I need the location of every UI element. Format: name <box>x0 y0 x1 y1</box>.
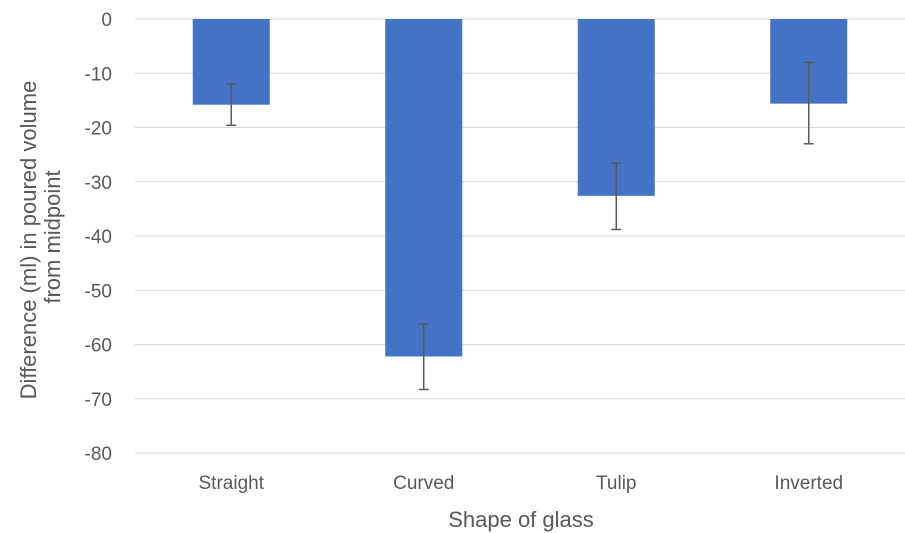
y-tick-label: -80 <box>85 444 112 465</box>
y-tick-label: 0 <box>101 10 112 31</box>
x-tick-label: Straight <box>199 473 265 494</box>
x-axis-title: Shape of glass <box>448 507 594 532</box>
error-bar-curved <box>418 323 429 391</box>
y-axis-ticks: 0 -10 -20 -30 -40 -50 -60 -70 -80 <box>85 10 112 465</box>
x-tick-label: Inverted <box>774 473 843 494</box>
error-bar-straight <box>226 83 237 127</box>
bars <box>192 19 848 357</box>
y-tick-label: -40 <box>85 227 112 248</box>
error-bar-inverted <box>803 61 814 145</box>
error-bars <box>226 61 814 391</box>
y-tick-label: -20 <box>85 119 112 140</box>
y-tick-label: -30 <box>85 173 112 194</box>
x-tick-label: Tulip <box>596 473 636 494</box>
x-tick-label: Curved <box>393 473 454 494</box>
y-axis-title: Difference (ml) in poured volume from mi… <box>16 75 65 400</box>
y-tick-label: -10 <box>85 64 112 85</box>
y-tick-label: -70 <box>85 390 112 411</box>
y-axis-title-line-1: Difference (ml) in poured volume <box>16 81 41 400</box>
y-tick-label: -60 <box>85 336 112 357</box>
x-axis-ticks: Straight Curved Tulip Inverted <box>199 473 844 494</box>
error-bar-tulip <box>611 162 622 231</box>
bar-curved <box>385 19 463 357</box>
y-tick-label: -50 <box>85 281 112 302</box>
y-axis-title-line-2: from midpoint <box>40 170 65 303</box>
